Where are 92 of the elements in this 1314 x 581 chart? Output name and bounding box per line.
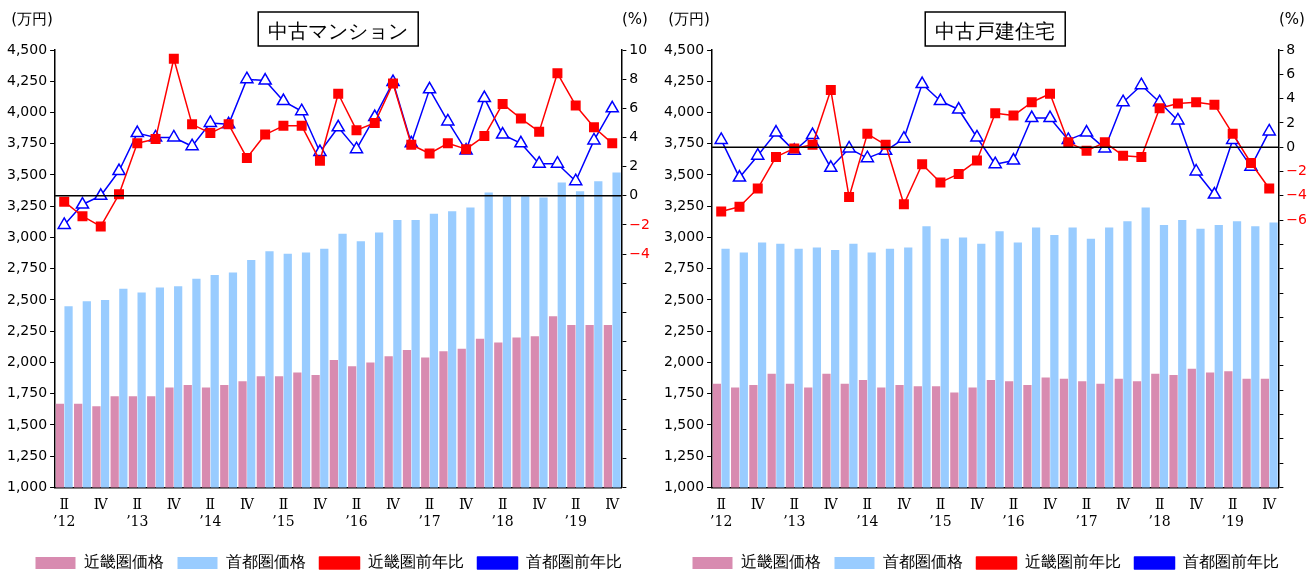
y-tick-label: 1,250: [6, 446, 48, 463]
x-tick-label: Ⅱ ’16: [345, 496, 368, 530]
y-tick-label: 3,000: [6, 228, 48, 245]
y-tick-label: 3,500: [663, 165, 705, 182]
legend-label: 首都圏前年比: [525, 552, 622, 572]
y2-tick-label: 8: [629, 69, 639, 86]
x-tick-label: Ⅱ ’15: [272, 496, 295, 530]
legend-label: 首都圏価格: [225, 552, 306, 572]
y-tick-label: 1,500: [6, 415, 48, 432]
y2-tick-label: −2: [1286, 162, 1307, 179]
x-tick-label: Ⅱ ’14: [199, 496, 222, 530]
x-tick-label: Ⅱ ’12: [53, 496, 76, 530]
y-tick-label: 1,750: [6, 384, 48, 401]
y-tick-label: 2,250: [663, 321, 705, 338]
y-tick-label: 2,500: [6, 290, 48, 307]
y-tick-label: 3,000: [663, 228, 705, 245]
y-tick-label: 3,250: [6, 196, 48, 213]
y2-tick-label: 0: [629, 186, 639, 203]
y-tick-label: 4,500: [6, 40, 48, 57]
y-tick-label: 3,250: [663, 196, 705, 213]
y-tick-label: 2,000: [6, 353, 48, 370]
y-tick-label: 4,250: [6, 71, 48, 88]
x-tick-label: Ⅱ ’13: [126, 496, 149, 530]
y-tick-label: 2,500: [663, 290, 705, 307]
x-tick-label: Ⅳ: [969, 496, 985, 513]
y-tick-label: 4,500: [663, 40, 705, 57]
y2-tick-label: 0: [1286, 137, 1296, 154]
legend-label: 近畿圏価格: [740, 552, 821, 572]
x-tick-label: Ⅳ: [1262, 496, 1278, 513]
x-tick-label: Ⅳ: [459, 496, 475, 513]
y-tick-label: 4,000: [6, 103, 48, 120]
x-tick-label: Ⅳ: [605, 496, 621, 513]
y2-axis-title: (%): [622, 10, 648, 28]
x-tick-label: Ⅱ ’15: [929, 496, 952, 530]
x-tick-label: Ⅱ ’19: [564, 496, 587, 530]
legend-label: 首都圏前年比: [1182, 552, 1279, 572]
x-tick-label: Ⅱ ’12: [710, 496, 733, 530]
y2-tick-label: −4: [1286, 186, 1308, 203]
y-tick-label: 3,500: [6, 165, 48, 182]
chart-title: 中古戸建住宅: [935, 19, 1056, 43]
x-tick-label: Ⅱ ’17: [1075, 496, 1098, 530]
x-tick-label: Ⅳ: [93, 496, 109, 513]
x-tick-label: Ⅱ ’18: [491, 496, 514, 530]
legend-label: 近畿圏前年比: [367, 552, 464, 572]
y-tick-label: 1,500: [663, 415, 705, 432]
y2-tick-label: −4: [629, 244, 651, 261]
y-tick-label: 3,750: [6, 134, 48, 151]
y2-tick-label: 6: [1286, 64, 1296, 81]
y-axis-title: (万円): [668, 10, 710, 28]
x-tick-label: Ⅳ: [1189, 496, 1205, 513]
y-tick-label: 1,750: [663, 384, 705, 401]
x-tick-label: Ⅳ: [1043, 496, 1059, 513]
x-tick-label: Ⅱ ’17: [418, 496, 441, 530]
y2-tick-label: 2: [1286, 113, 1296, 130]
x-tick-label: Ⅳ: [166, 496, 182, 513]
y2-tick-label: 10: [629, 40, 648, 57]
x-tick-label: Ⅳ: [386, 496, 402, 513]
x-tick-label: Ⅱ ’13: [783, 496, 806, 530]
legend-label: 近畿圏前年比: [1024, 552, 1121, 572]
y-tick-label: 1,000: [6, 478, 48, 495]
y-tick-label: 4,250: [663, 71, 705, 88]
y2-axis-title: (%): [1279, 10, 1305, 28]
y2-tick-label: −6: [1286, 210, 1308, 227]
y2-tick-label: 4: [1286, 89, 1296, 106]
y2-tick-label: −2: [629, 215, 650, 232]
y2-tick-label: 6: [629, 98, 639, 115]
x-tick-label: Ⅳ: [896, 496, 912, 513]
y2-tick-label: 4: [629, 128, 639, 145]
y-tick-label: 2,000: [663, 353, 705, 370]
y-axis-title: (万円): [11, 10, 53, 28]
x-tick-label: Ⅳ: [1116, 496, 1132, 513]
y2-tick-label: 2: [629, 157, 639, 174]
y-tick-label: 1,250: [663, 446, 705, 463]
x-tick-label: Ⅱ ’16: [1002, 496, 1025, 530]
y-tick-label: 1,000: [663, 478, 705, 495]
x-tick-label: Ⅳ: [823, 496, 839, 513]
x-tick-label: Ⅱ ’18: [1148, 496, 1171, 530]
y-tick-label: 2,250: [6, 321, 48, 338]
y-tick-label: 2,750: [663, 259, 705, 276]
x-tick-label: Ⅱ ’19: [1221, 496, 1244, 530]
x-tick-label: Ⅳ: [750, 496, 766, 513]
y-tick-label: 3,750: [663, 134, 705, 151]
legend-label: 近畿圏価格: [83, 552, 164, 572]
x-tick-label: Ⅳ: [312, 496, 328, 513]
y-tick-label: 4,000: [663, 103, 705, 120]
y-tick-label: 2,750: [6, 259, 48, 276]
x-tick-label: Ⅳ: [532, 496, 548, 513]
chart-title: 中古マンション: [268, 19, 409, 43]
x-tick-label: Ⅱ ’14: [856, 496, 879, 530]
x-tick-label: Ⅳ: [239, 496, 255, 513]
y2-tick-label: 8: [1286, 40, 1296, 57]
legend-label: 首都圏価格: [882, 552, 963, 572]
